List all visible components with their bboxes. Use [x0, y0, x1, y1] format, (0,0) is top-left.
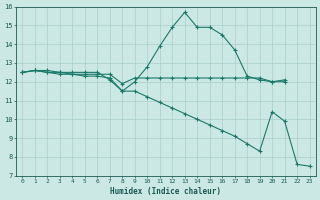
X-axis label: Humidex (Indice chaleur): Humidex (Indice chaleur) [110, 187, 221, 196]
